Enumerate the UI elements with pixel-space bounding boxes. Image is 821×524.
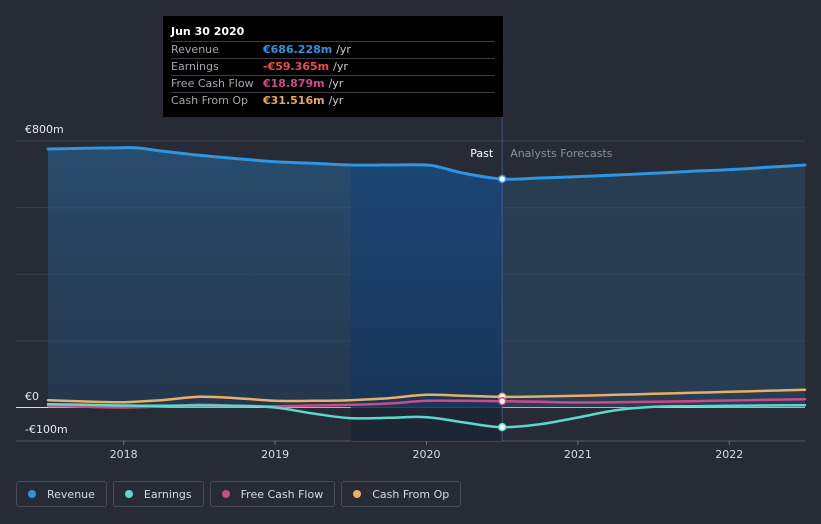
forecast-label: Analysts Forecasts [510,147,613,160]
x-tick-label: 2022 [715,448,743,461]
revenue-fill-forecast [502,164,805,408]
tooltip-value: €18.879m [263,77,325,90]
y-tick-label: €800m [25,123,64,136]
legend-item-earnings[interactable]: Earnings [112,481,204,507]
tooltip-label: Earnings [171,60,219,73]
tooltip-unit: /yr [328,77,344,90]
hover-point-earnings [497,422,507,432]
tooltip-unit: /yr [333,60,348,73]
hover-markers [497,174,507,432]
legend-label: Cash From Op [372,487,450,501]
tooltip-label: Cash From Op [171,94,249,107]
hover-point-free-cash-flow [497,396,507,406]
tooltip-value: €686.228m [263,43,333,56]
tooltip: Jun 30 2020 Revenue €686.228m /yr Earnin… [163,16,503,117]
y-tick-label: -€100m [25,423,68,436]
tooltip-value: €31.516m [263,94,325,107]
x-tick-label: 2021 [564,448,592,461]
tooltip-row-earnings: Earnings -€59.365m /yr [171,58,495,75]
legend-label: Earnings [143,487,192,501]
tooltip-row-fcf: Free Cash Flow €18.879m /yr [171,75,495,92]
x-tick-label: 2019 [261,448,289,461]
legend-dot-icon [28,490,36,498]
past-label: Past [470,147,494,160]
legend: Revenue Earnings Free Cash Flow Cash Fro… [16,481,462,507]
tooltip-date: Jun 30 2020 [171,25,245,38]
legend-item-cash-from-op[interactable]: Cash From Op [341,481,462,507]
y-tick-label: €0 [25,390,39,403]
highlight-fill [350,164,503,408]
tooltip-unit: /yr [328,94,344,107]
x-tick-label: 2018 [110,448,138,461]
legend-dot-icon [353,490,362,498]
legend-dot-icon [124,490,133,498]
legend-label: Free Cash Flow [240,487,324,501]
legend-item-free-cash-flow[interactable]: Free Cash Flow [209,481,336,507]
tooltip-unit: /yr [336,43,351,56]
x-tick-label: 2020 [413,448,441,461]
axes: 2018 2019 2020 2021 2022 €800m €0 -€100m Past Ana… [25,123,743,461]
tooltip-value: -€59.365m [263,60,330,73]
tooltip-row-revenue: Revenue €686.228m /yr [171,41,495,58]
legend-dot-icon [221,490,230,498]
tooltip-row-cfo: Cash From Op €31.516m /yr [171,92,495,109]
series-line-earnings [46,402,807,429]
tooltip-label: Free Cash Flow [171,77,254,90]
legend-label: Revenue [47,487,95,501]
series-line-cash-from-op [46,388,807,404]
series-line-revenue [46,146,807,181]
series-lines [46,146,807,429]
tooltip-label: Revenue [171,43,219,56]
legend-item-revenue[interactable]: Revenue [16,481,107,507]
hover-point-revenue [497,174,507,184]
